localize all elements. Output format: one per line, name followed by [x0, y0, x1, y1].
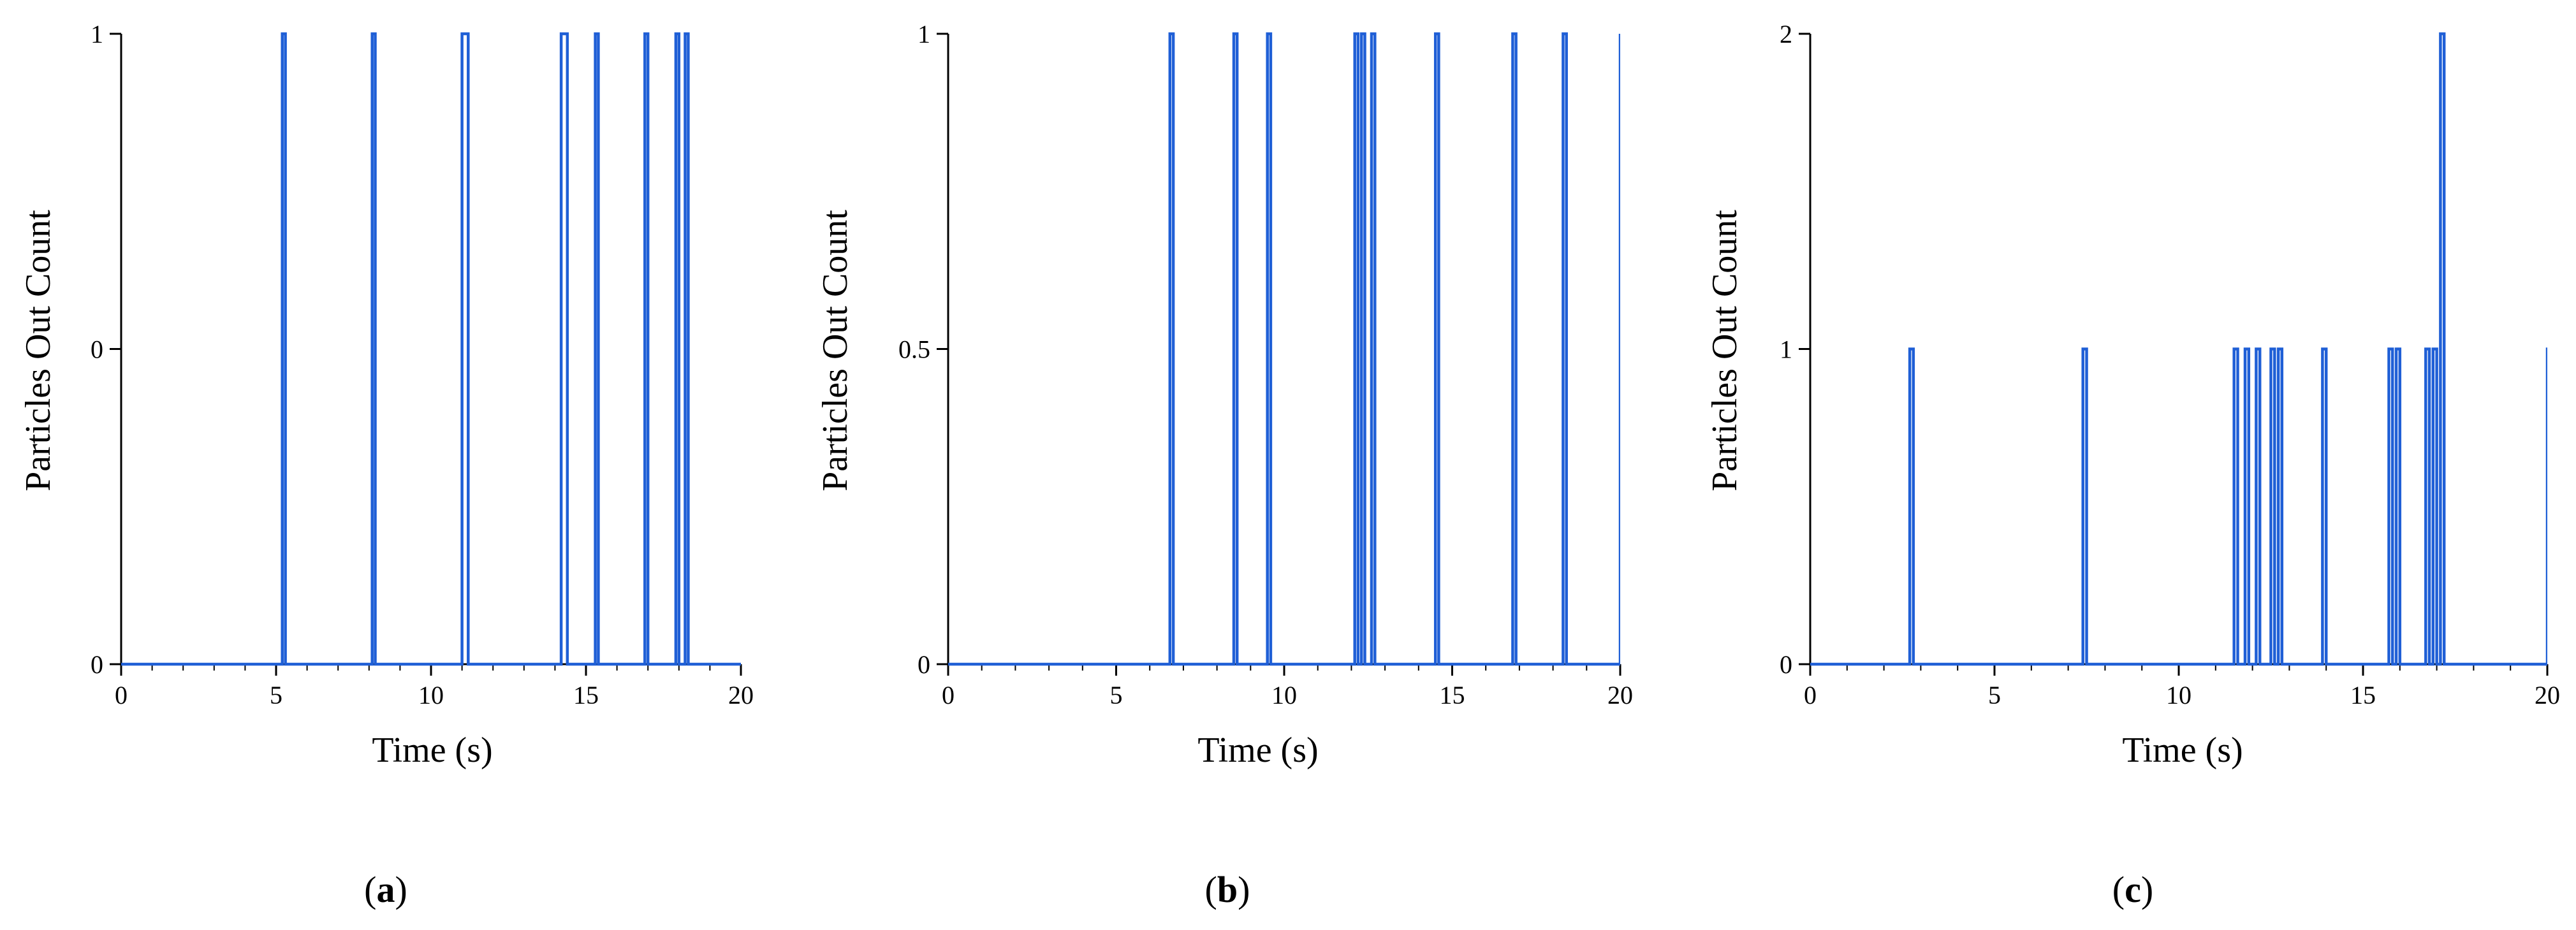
panel-label: (b) [1205, 869, 1250, 910]
panel-label-open: ( [2112, 869, 2125, 910]
series-line [948, 32, 1620, 666]
x-tick-label: 20 [1607, 681, 1633, 709]
y-tick-label: 0 [91, 335, 103, 364]
y-tick-label: 1 [1780, 335, 1792, 364]
x-tick-label: 15 [573, 681, 599, 709]
x-tick-label: 5 [270, 681, 282, 709]
panel-label: (c) [2112, 869, 2153, 910]
x-tick-label: 20 [728, 681, 754, 709]
panel-label-letter: b [1217, 869, 1238, 910]
x-tick-label: 0 [1804, 681, 1817, 709]
x-tick-label: 0 [115, 681, 128, 709]
panel-b: Particles Out Count Time (s) (b) 0 5 10 15 2… [816, 20, 1633, 910]
x-tick-label: 15 [2350, 681, 2376, 709]
y-tick-label: 1 [91, 20, 103, 48]
x-tick-label: 10 [1271, 681, 1297, 709]
panel-c: Particles Out Count Time (s) (c) 0 5 10 15 2… [1705, 20, 2560, 910]
x-tick-label: 20 [2535, 681, 2560, 709]
y-axis-title: Particles Out Count [18, 210, 58, 491]
x-tick-label: 10 [418, 681, 444, 709]
panel-label-letter: a [377, 869, 395, 910]
y-tick-label: 2 [1780, 20, 1792, 48]
y-tick-label: 0 [1780, 650, 1792, 679]
panel-label-close: ) [2141, 869, 2153, 910]
y-tick-label: 1 [918, 20, 930, 48]
x-tick-label: 0 [942, 681, 955, 709]
panel-label: (a) [364, 869, 407, 910]
x-axis-title: Time (s) [1197, 730, 1318, 770]
x-tick-label: 5 [1988, 681, 2001, 709]
x-axis-title: Time (s) [372, 730, 492, 770]
y-tick-label: 0.5 [898, 335, 930, 364]
x-tick-label: 10 [2166, 681, 2192, 709]
y-tick-label: 0 [91, 650, 103, 679]
y-tick-label: 0 [918, 650, 930, 679]
y-axis-title: Particles Out Count [816, 210, 855, 491]
x-tick-label: 15 [1440, 681, 1465, 709]
x-axis-title: Time (s) [2122, 730, 2243, 770]
series-line [1810, 32, 2547, 666]
panel-label-close: ) [1238, 869, 1250, 910]
y-axis-title: Particles Out Count [1705, 210, 1745, 491]
x-tick-label: 5 [1110, 681, 1123, 709]
panel-label-letter: c [2125, 869, 2141, 910]
panel-label-open: ( [1205, 869, 1217, 910]
panel-label-open: ( [364, 869, 376, 910]
panel-a: Particles Out Count Time (s) (a) 0 5 10 15 2… [18, 20, 754, 910]
panel-label-close: ) [395, 869, 407, 910]
series-line [121, 32, 741, 666]
